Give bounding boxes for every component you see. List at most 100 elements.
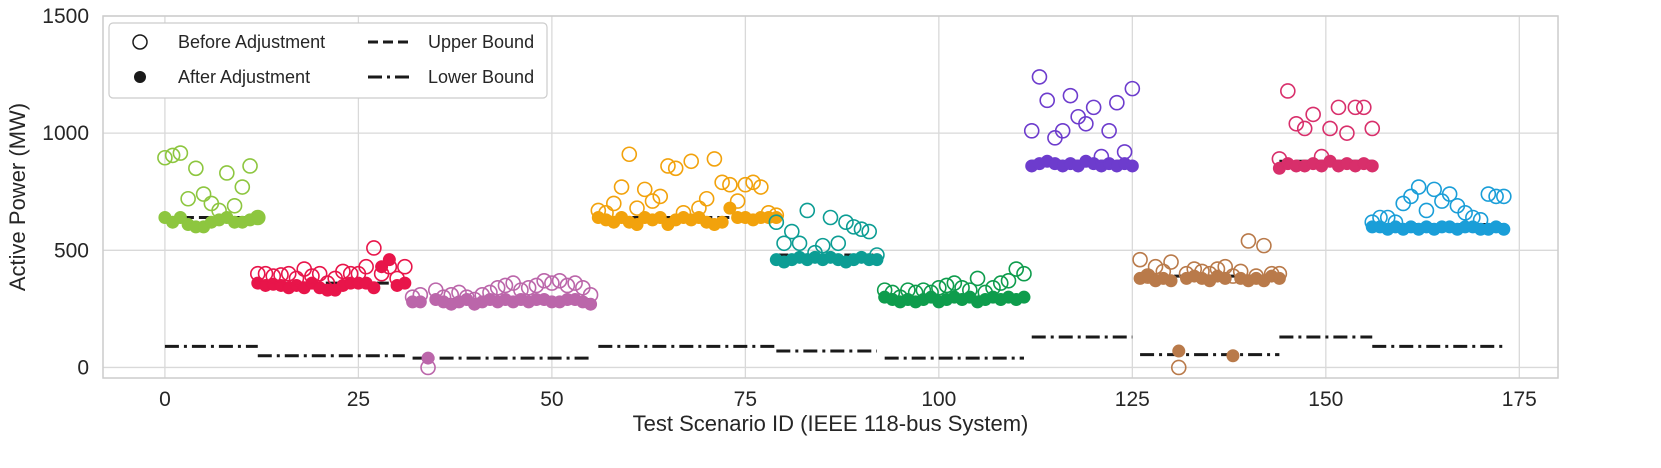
before-point — [1031, 69, 1048, 85]
before-point — [1387, 214, 1404, 230]
y-tick-label: 500 — [54, 239, 89, 262]
before-point — [528, 277, 545, 294]
before-point — [1418, 202, 1435, 219]
before-point — [280, 265, 297, 282]
before-point — [1085, 99, 1102, 116]
before-point — [814, 237, 831, 254]
legend-box — [108, 22, 548, 99]
before-point — [195, 186, 212, 202]
before-point — [946, 275, 963, 291]
before-point — [1217, 258, 1234, 275]
before-point — [1000, 272, 1017, 289]
before-point — [660, 158, 676, 174]
before-point — [567, 275, 583, 291]
after-point — [1017, 290, 1031, 304]
x-tick-label: 175 — [1502, 388, 1537, 411]
before-point — [242, 158, 258, 174]
before-point — [482, 284, 498, 301]
before-point — [288, 270, 305, 287]
before-point — [1132, 251, 1148, 268]
before-point — [451, 284, 467, 301]
before-point — [536, 272, 552, 289]
y-tick-label: 0 — [77, 356, 89, 379]
before-point — [1322, 120, 1338, 137]
before-point — [629, 200, 645, 216]
before-point — [257, 265, 274, 282]
x-tick-label: 75 — [734, 388, 757, 411]
before-point — [776, 235, 792, 252]
after-point — [1226, 349, 1240, 363]
before-point — [559, 277, 576, 294]
before-point — [1263, 265, 1280, 282]
before-point — [830, 235, 847, 252]
before-point — [977, 284, 994, 301]
before-point — [644, 193, 661, 209]
before-point — [1039, 92, 1056, 109]
after-point — [1164, 274, 1178, 288]
y-tick-label: 1500 — [42, 5, 89, 28]
before-point — [590, 202, 607, 219]
after-point — [367, 281, 381, 295]
before-point — [992, 275, 1009, 291]
before-point — [1426, 181, 1442, 198]
before-point — [1480, 186, 1497, 202]
before-point — [435, 289, 452, 305]
before-point — [1170, 359, 1187, 376]
before-point — [1140, 268, 1156, 284]
before-point — [1124, 80, 1141, 97]
before-point — [389, 270, 405, 287]
before-point — [1330, 99, 1347, 116]
legend-open-circle-marker — [132, 34, 148, 50]
before-point — [1313, 148, 1330, 165]
before-point — [753, 179, 769, 195]
before-point — [1116, 144, 1133, 160]
before-point — [520, 279, 537, 296]
before-point — [884, 284, 901, 301]
before-point — [1225, 268, 1241, 284]
before-point — [675, 205, 692, 221]
before-point — [1209, 261, 1226, 277]
before-point — [1163, 254, 1179, 270]
before-point — [621, 146, 638, 163]
before-point — [273, 267, 289, 283]
before-point — [613, 179, 630, 195]
before-point — [1054, 123, 1071, 139]
before-point — [551, 272, 568, 289]
before-point — [822, 209, 839, 226]
before-point — [1147, 258, 1164, 275]
before-point — [358, 258, 374, 275]
before-point — [1256, 237, 1272, 254]
before-point — [1465, 209, 1481, 226]
before-point — [1488, 188, 1504, 205]
before-point — [335, 263, 351, 280]
before-point — [923, 284, 939, 301]
before-point — [188, 160, 204, 177]
before-point — [605, 195, 622, 212]
x-tick-label: 0 — [159, 388, 171, 411]
before-point — [226, 197, 243, 214]
before-point — [722, 176, 738, 193]
before-point — [1109, 94, 1125, 111]
before-point — [458, 289, 475, 305]
before-point — [397, 258, 413, 275]
before-point — [907, 284, 924, 301]
before-point — [915, 282, 932, 298]
x-tick-label: 150 — [1308, 388, 1343, 411]
before-point — [466, 291, 483, 308]
before-point — [1496, 188, 1512, 205]
before-point — [1347, 99, 1364, 116]
x-tick-label: 125 — [1115, 388, 1150, 411]
before-point — [582, 287, 599, 303]
before-point — [249, 209, 266, 226]
before-point — [497, 277, 514, 294]
after-point — [251, 211, 265, 225]
before-point — [1410, 179, 1427, 195]
after-point — [1172, 344, 1186, 358]
before-point — [1186, 261, 1203, 277]
legend-label: Before Adjustment — [178, 32, 325, 52]
before-point — [443, 287, 460, 303]
before-point — [265, 268, 282, 284]
after-point — [1365, 159, 1379, 173]
